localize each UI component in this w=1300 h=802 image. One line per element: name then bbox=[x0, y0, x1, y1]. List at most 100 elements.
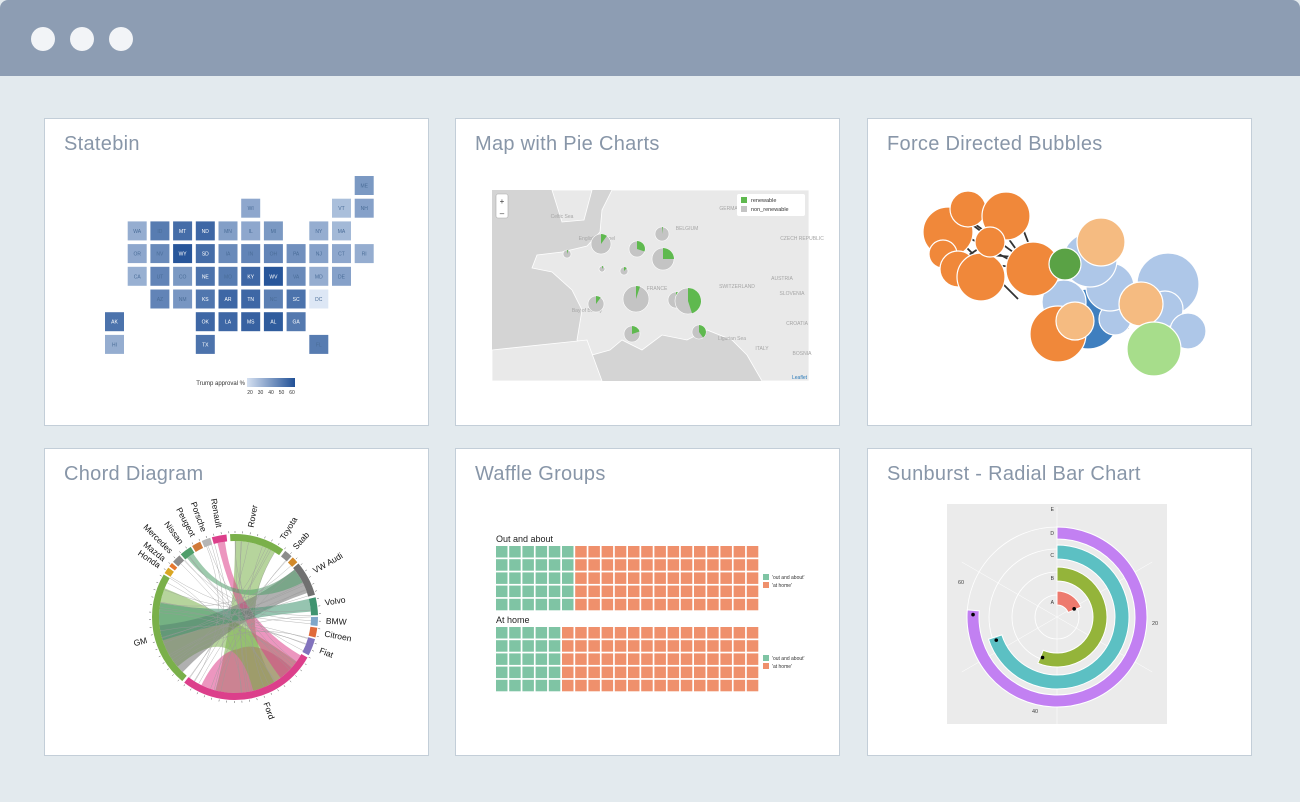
waffle-cell bbox=[694, 559, 706, 571]
chord-thin-link bbox=[163, 582, 304, 644]
state-tile-ri bbox=[354, 244, 374, 264]
radial-bar bbox=[1056, 590, 1082, 614]
waffle-cell bbox=[720, 666, 732, 679]
card-sunburst-radial[interactable]: Sunburst - Radial Bar Chart E D C B A 20 40 60 bbox=[867, 448, 1252, 756]
card-force-bubbles[interactable]: Force Directed Bubbles bbox=[867, 118, 1252, 426]
window-minimize-button[interactable] bbox=[70, 27, 94, 51]
state-label: NE bbox=[202, 274, 210, 280]
window-maximize-button[interactable] bbox=[109, 27, 133, 51]
window-close-button[interactable] bbox=[31, 27, 55, 51]
waffle-cell bbox=[746, 546, 759, 558]
waffle-cell bbox=[588, 627, 600, 639]
card-title: Waffle Groups bbox=[475, 463, 606, 485]
map-place-label: CROATIA bbox=[786, 321, 809, 327]
waffle-cell bbox=[628, 653, 640, 665]
chord-group-arc bbox=[308, 626, 318, 638]
map-place-label: AUSTRIA bbox=[771, 276, 793, 282]
state-tile-ms bbox=[241, 312, 261, 332]
bubble-node bbox=[956, 252, 1006, 302]
waffle-cell bbox=[509, 585, 521, 598]
state-tile-sc bbox=[286, 289, 306, 309]
state-label: KY bbox=[247, 274, 254, 280]
waffle-cell bbox=[601, 666, 614, 679]
state-label: FL bbox=[316, 342, 322, 348]
waffle-cell bbox=[628, 572, 640, 584]
legend-tick: 20 bbox=[247, 390, 253, 396]
state-label: MI bbox=[271, 229, 277, 235]
waffle-cell bbox=[694, 585, 706, 598]
waffle-cell bbox=[535, 627, 548, 639]
waffle-cell bbox=[562, 640, 574, 652]
waffle-cell bbox=[667, 585, 680, 598]
card-chord-diagram[interactable]: Chord Diagram Rover Toyota Saab VW Audi Volv… bbox=[44, 448, 429, 756]
waffle-cell bbox=[720, 653, 732, 665]
waffle-cell bbox=[628, 559, 640, 571]
state-label: OR bbox=[133, 252, 141, 258]
waffle-cell bbox=[733, 627, 746, 639]
state-tile-ak bbox=[105, 312, 124, 332]
force-bubbles-chart bbox=[922, 190, 1207, 377]
waffle-cell bbox=[694, 679, 706, 692]
state-tile-nv bbox=[150, 244, 170, 264]
waffle-cell bbox=[707, 627, 719, 639]
waffle-cell bbox=[614, 653, 627, 665]
waffle-cell bbox=[733, 546, 746, 558]
chord-group-arc bbox=[169, 563, 178, 571]
waffle-cell bbox=[720, 598, 732, 611]
radial-bar-point bbox=[1072, 607, 1076, 611]
waffle-cell bbox=[680, 679, 693, 692]
chord-tick bbox=[277, 689, 279, 692]
chord-label: BMW bbox=[326, 616, 347, 627]
chord-tick bbox=[270, 692, 272, 695]
chord-group-arc bbox=[201, 537, 213, 548]
state-tile-ny bbox=[309, 221, 329, 241]
map-pie-renewable-slice bbox=[663, 248, 674, 259]
chord-group-arc bbox=[164, 567, 174, 577]
chord-thin-link bbox=[207, 545, 294, 667]
bubble-node bbox=[1076, 217, 1126, 267]
waffle-cell bbox=[746, 679, 759, 692]
state-tile-id bbox=[150, 221, 170, 241]
card-waffle-groups[interactable]: Waffle Groups Out and about 'out and abou… bbox=[455, 448, 840, 756]
waffle-cell bbox=[733, 640, 746, 652]
waffle-legend-label: 'at home' bbox=[772, 583, 792, 589]
waffle-cell bbox=[548, 627, 561, 639]
waffle-cell bbox=[694, 598, 706, 611]
map-zoom-out-button[interactable]: – bbox=[500, 209, 505, 218]
radial-bar bbox=[966, 526, 1148, 708]
waffle-cell bbox=[733, 559, 746, 571]
chord-tick bbox=[211, 697, 213, 700]
state-tile-in bbox=[241, 244, 261, 264]
map-zoom-in-button[interactable]: + bbox=[500, 197, 505, 206]
chord-tick bbox=[308, 576, 311, 578]
waffle-cell bbox=[548, 653, 561, 665]
map-place-label: Bay of Biscay bbox=[572, 308, 603, 314]
card-statebin[interactable]: Statebin ME WI VT NH WA ID MT ND MN IL MI NY MA OR NV W… bbox=[44, 118, 429, 426]
map-legend-label: non_renewable bbox=[751, 207, 789, 213]
state-label: WY bbox=[179, 252, 188, 258]
waffle-cell bbox=[667, 653, 680, 665]
waffle-cell bbox=[562, 679, 574, 692]
waffle-cell bbox=[667, 627, 680, 639]
waffle-cell bbox=[628, 640, 640, 652]
state-tile-il bbox=[241, 221, 261, 241]
waffle-cell bbox=[548, 598, 561, 611]
map-legend-swatch bbox=[741, 206, 747, 212]
map-place-label: SLOVENIA bbox=[779, 291, 805, 297]
waffle-cell bbox=[562, 585, 574, 598]
map-land-spain bbox=[491, 339, 603, 382]
waffle-cell bbox=[522, 598, 534, 611]
waffle-cell bbox=[601, 572, 614, 584]
waffle-cell bbox=[601, 679, 614, 692]
radial-bar-point bbox=[1040, 655, 1045, 660]
waffle-cell bbox=[535, 559, 548, 571]
chord-tick bbox=[191, 542, 194, 545]
chord-thin-link bbox=[188, 549, 271, 678]
waffle-cell bbox=[746, 666, 759, 679]
radial-bar-chart: E D C B A 20 40 60 bbox=[947, 504, 1167, 727]
chord-thin-link bbox=[160, 625, 307, 644]
waffle-cell bbox=[641, 598, 653, 611]
waffle-cell bbox=[641, 546, 653, 558]
